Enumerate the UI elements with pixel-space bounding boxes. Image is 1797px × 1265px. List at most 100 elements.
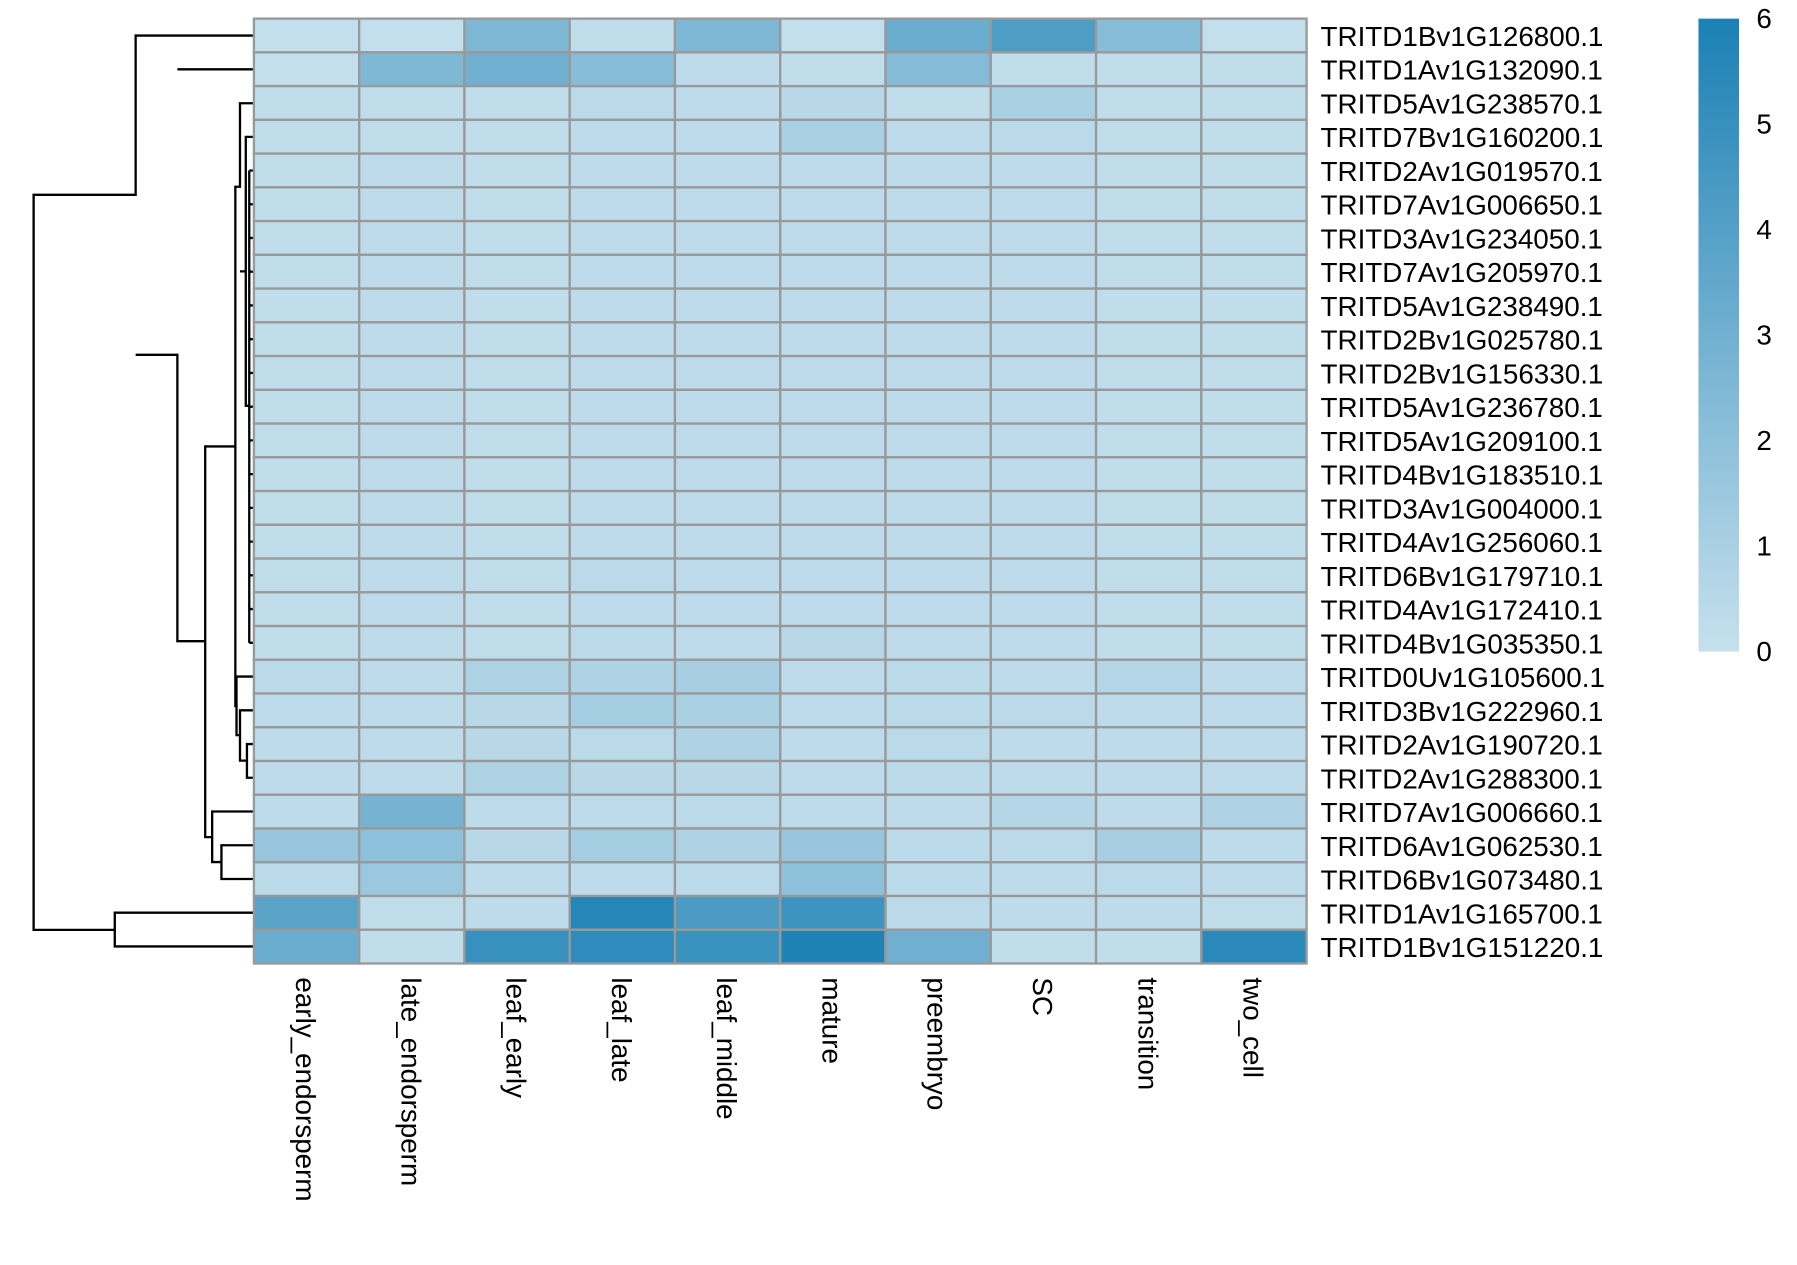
heatmap-cell	[1094, 354, 1203, 391]
heatmap-cell	[358, 726, 466, 763]
heatmap-cell	[1094, 84, 1203, 122]
heatmap-cell	[1200, 17, 1308, 54]
heatmap-cell	[1094, 726, 1203, 763]
heatmap-cell	[358, 84, 466, 122]
heatmap-cell	[252, 557, 361, 594]
heatmap-cell	[1200, 388, 1308, 425]
heatmap-cell	[568, 152, 677, 189]
row-label: TRITD5Av1G236780.1	[1321, 392, 1603, 423]
heatmap-cell	[1200, 591, 1308, 628]
heatmap-cell	[989, 354, 1098, 391]
column-label: SC	[1027, 977, 1058, 1016]
heatmap-cell	[358, 759, 466, 796]
heatmap-cell	[989, 118, 1098, 155]
heatmap-cell	[568, 557, 677, 594]
heatmap-cell	[989, 523, 1098, 560]
heatmap-cell	[989, 17, 1098, 54]
heatmap-cell	[989, 321, 1098, 358]
heatmap-cell	[463, 759, 571, 796]
heatmap-cell	[568, 287, 677, 324]
heatmap-cell	[463, 17, 571, 54]
heatmap-cell	[989, 759, 1098, 796]
heatmap-cell	[358, 219, 466, 256]
heatmap-cell	[673, 253, 782, 290]
heatmap-cell	[358, 287, 466, 324]
heatmap-cell	[463, 422, 571, 459]
column-label: leaf_early	[501, 977, 532, 1098]
heatmap-cell	[463, 388, 571, 425]
heatmap-cell	[1094, 388, 1203, 425]
heatmap-cell	[1094, 186, 1203, 223]
heatmap-cell	[1200, 456, 1308, 493]
heatmap-cell	[568, 624, 677, 661]
heatmap-cell	[358, 51, 466, 88]
colorbar-tick-label: 5	[1756, 108, 1771, 139]
heatmap-cell	[1200, 894, 1308, 931]
heatmap-cell	[358, 118, 466, 155]
heatmap-cell	[1094, 287, 1203, 324]
heatmap-cell	[1094, 624, 1203, 661]
heatmap-cell	[673, 928, 782, 965]
heatmap-cell	[884, 523, 992, 560]
row-label: TRITD1Av1G132090.1	[1321, 55, 1603, 86]
heatmap-cell	[884, 489, 992, 526]
heatmap-cell	[252, 388, 361, 425]
heatmap-cell	[884, 692, 992, 729]
row-label: TRITD6Bv1G073480.1	[1321, 865, 1604, 896]
heatmap-cell	[989, 489, 1098, 526]
heatmap-cell	[568, 422, 677, 459]
heatmap-cell	[568, 219, 677, 256]
heatmap-cell	[1200, 489, 1308, 526]
heatmap-cell	[673, 793, 782, 830]
heatmap-cell	[884, 51, 992, 88]
heatmap-cell	[884, 287, 992, 324]
heatmap-cell	[1200, 557, 1308, 594]
heatmap-cell	[358, 152, 466, 189]
heatmap-cell	[673, 287, 782, 324]
heatmap-cell	[358, 557, 466, 594]
heatmap-cell	[568, 118, 677, 155]
heatmap-cell	[463, 186, 571, 223]
heatmap-cell	[779, 17, 887, 54]
heatmap-cell	[673, 17, 782, 54]
heatmap-cell	[884, 152, 992, 189]
heatmap-cell	[1094, 51, 1203, 88]
row-label: TRITD2Av1G019570.1	[1321, 156, 1603, 187]
heatmap-cell	[252, 827, 361, 864]
row-label: TRITD3Bv1G222960.1	[1321, 696, 1604, 727]
heatmap-cell	[989, 624, 1098, 661]
heatmap-cell	[673, 118, 782, 155]
heatmap-cell	[779, 861, 887, 898]
heatmap-cell	[252, 354, 361, 391]
heatmap-cell	[252, 591, 361, 628]
heatmap-cell	[1094, 219, 1203, 256]
row-label: TRITD5Av1G238570.1	[1321, 88, 1603, 119]
heatmap-cell	[673, 894, 782, 931]
heatmap-cell	[779, 624, 887, 661]
colorbar	[1698, 18, 1740, 652]
heatmap-cell	[1094, 17, 1203, 54]
heatmap-cell	[358, 17, 466, 54]
heatmap-cell	[673, 84, 782, 122]
heatmap-cell	[989, 287, 1098, 324]
heatmap-cell	[358, 624, 466, 661]
colorbar-tick-label: 3	[1756, 319, 1771, 350]
heatmap-cell	[568, 456, 677, 493]
heatmap-cell	[252, 84, 361, 122]
heatmap-cell	[568, 827, 677, 864]
heatmap-cell	[989, 186, 1098, 223]
heatmap-cell	[568, 894, 677, 931]
heatmap-cell	[463, 51, 571, 88]
heatmap-cell	[884, 894, 992, 931]
row-label: TRITD4Av1G172410.1	[1321, 595, 1603, 626]
heatmap-cell	[358, 591, 466, 628]
heatmap-cell	[568, 928, 677, 965]
heatmap-cell	[989, 422, 1098, 459]
heatmap-cell	[989, 557, 1098, 594]
heatmap-cell	[779, 658, 887, 695]
heatmap-cell	[779, 591, 887, 628]
heatmap-cell	[989, 51, 1098, 88]
row-label: TRITD7Av1G006660.1	[1321, 797, 1603, 828]
heatmap-cell	[1094, 253, 1203, 290]
